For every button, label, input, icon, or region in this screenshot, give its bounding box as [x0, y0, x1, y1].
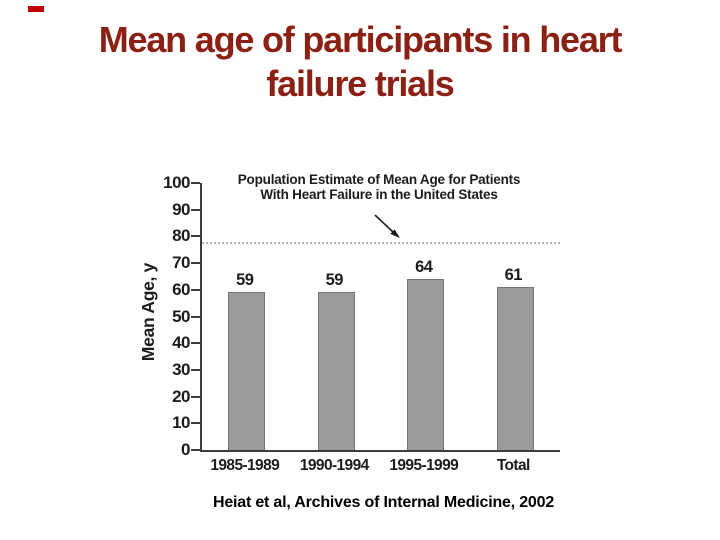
y-tick-mark	[191, 208, 200, 211]
reference-dotted-line	[202, 241, 560, 244]
y-tick-label: 100	[163, 173, 190, 192]
bar-value-label: 64	[415, 258, 433, 277]
chart-annotation-line2: With Heart Failure in the United States	[260, 186, 498, 202]
annotation-arrow-icon	[374, 214, 400, 238]
x-tick-label: 1995-1999	[389, 457, 459, 474]
y-tick-mark	[191, 449, 200, 451]
y-tick-label: 0	[181, 440, 190, 459]
page-title-line1: Mean age of participants in heart	[98, 19, 623, 60]
chart-annotation: Population Estimate of Mean Age for Pati…	[200, 172, 558, 202]
y-tick-mark	[191, 182, 200, 184]
chart-annotation-line1: Population Estimate of Mean Age for Pati…	[237, 172, 521, 187]
bar-chart-figure: Mean Age, y Population Estimate of Mean …	[130, 160, 565, 490]
page-title: Mean age of participants in heart failur…	[0, 18, 720, 106]
x-tick-label: Total	[496, 457, 530, 474]
y-tick-label: 50	[172, 306, 190, 326]
y-tick-label: 10	[172, 413, 190, 433]
y-tick-mark	[191, 235, 200, 238]
y-tick-label: 30	[172, 359, 190, 379]
accent-dash	[28, 6, 44, 12]
bar-1985-1989	[228, 292, 266, 450]
y-tick-mark	[191, 315, 200, 318]
page-title-line2: failure trials	[266, 63, 454, 104]
bar-value-label: 61	[504, 266, 523, 285]
citation: Heiat et al, Archives of Internal Medici…	[212, 494, 555, 511]
y-tick-label: 60	[172, 279, 190, 299]
bar-value-label: 59	[325, 271, 344, 290]
y-tick-mark	[191, 262, 200, 265]
y-tick-mark	[191, 395, 200, 398]
plot-area	[200, 183, 560, 452]
bar-value-label: 59	[236, 271, 254, 290]
x-tick-label: 1985-1989	[210, 457, 280, 474]
y-tick-mark	[191, 342, 200, 345]
y-tick-label: 20	[172, 386, 190, 406]
bar-Total	[496, 287, 534, 450]
bar-1990-1994	[317, 292, 355, 450]
x-tick-label: 1990-1994	[299, 457, 369, 474]
y-tick-label: 70	[172, 253, 190, 273]
y-tick-label: 40	[172, 333, 190, 353]
y-tick-label: 90	[172, 199, 190, 219]
y-tick-mark	[191, 288, 200, 291]
bar-1995-1999	[407, 279, 445, 450]
y-tick-mark	[191, 422, 200, 425]
y-tick-mark	[191, 368, 200, 371]
y-tick-label: 80	[172, 226, 190, 246]
